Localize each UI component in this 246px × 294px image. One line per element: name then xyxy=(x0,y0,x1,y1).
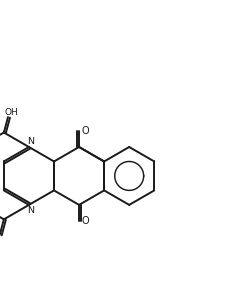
Text: O: O xyxy=(82,216,89,226)
Text: O: O xyxy=(82,126,89,136)
Text: N: N xyxy=(27,137,34,146)
Text: OH: OH xyxy=(4,108,18,117)
Text: N: N xyxy=(27,206,34,215)
